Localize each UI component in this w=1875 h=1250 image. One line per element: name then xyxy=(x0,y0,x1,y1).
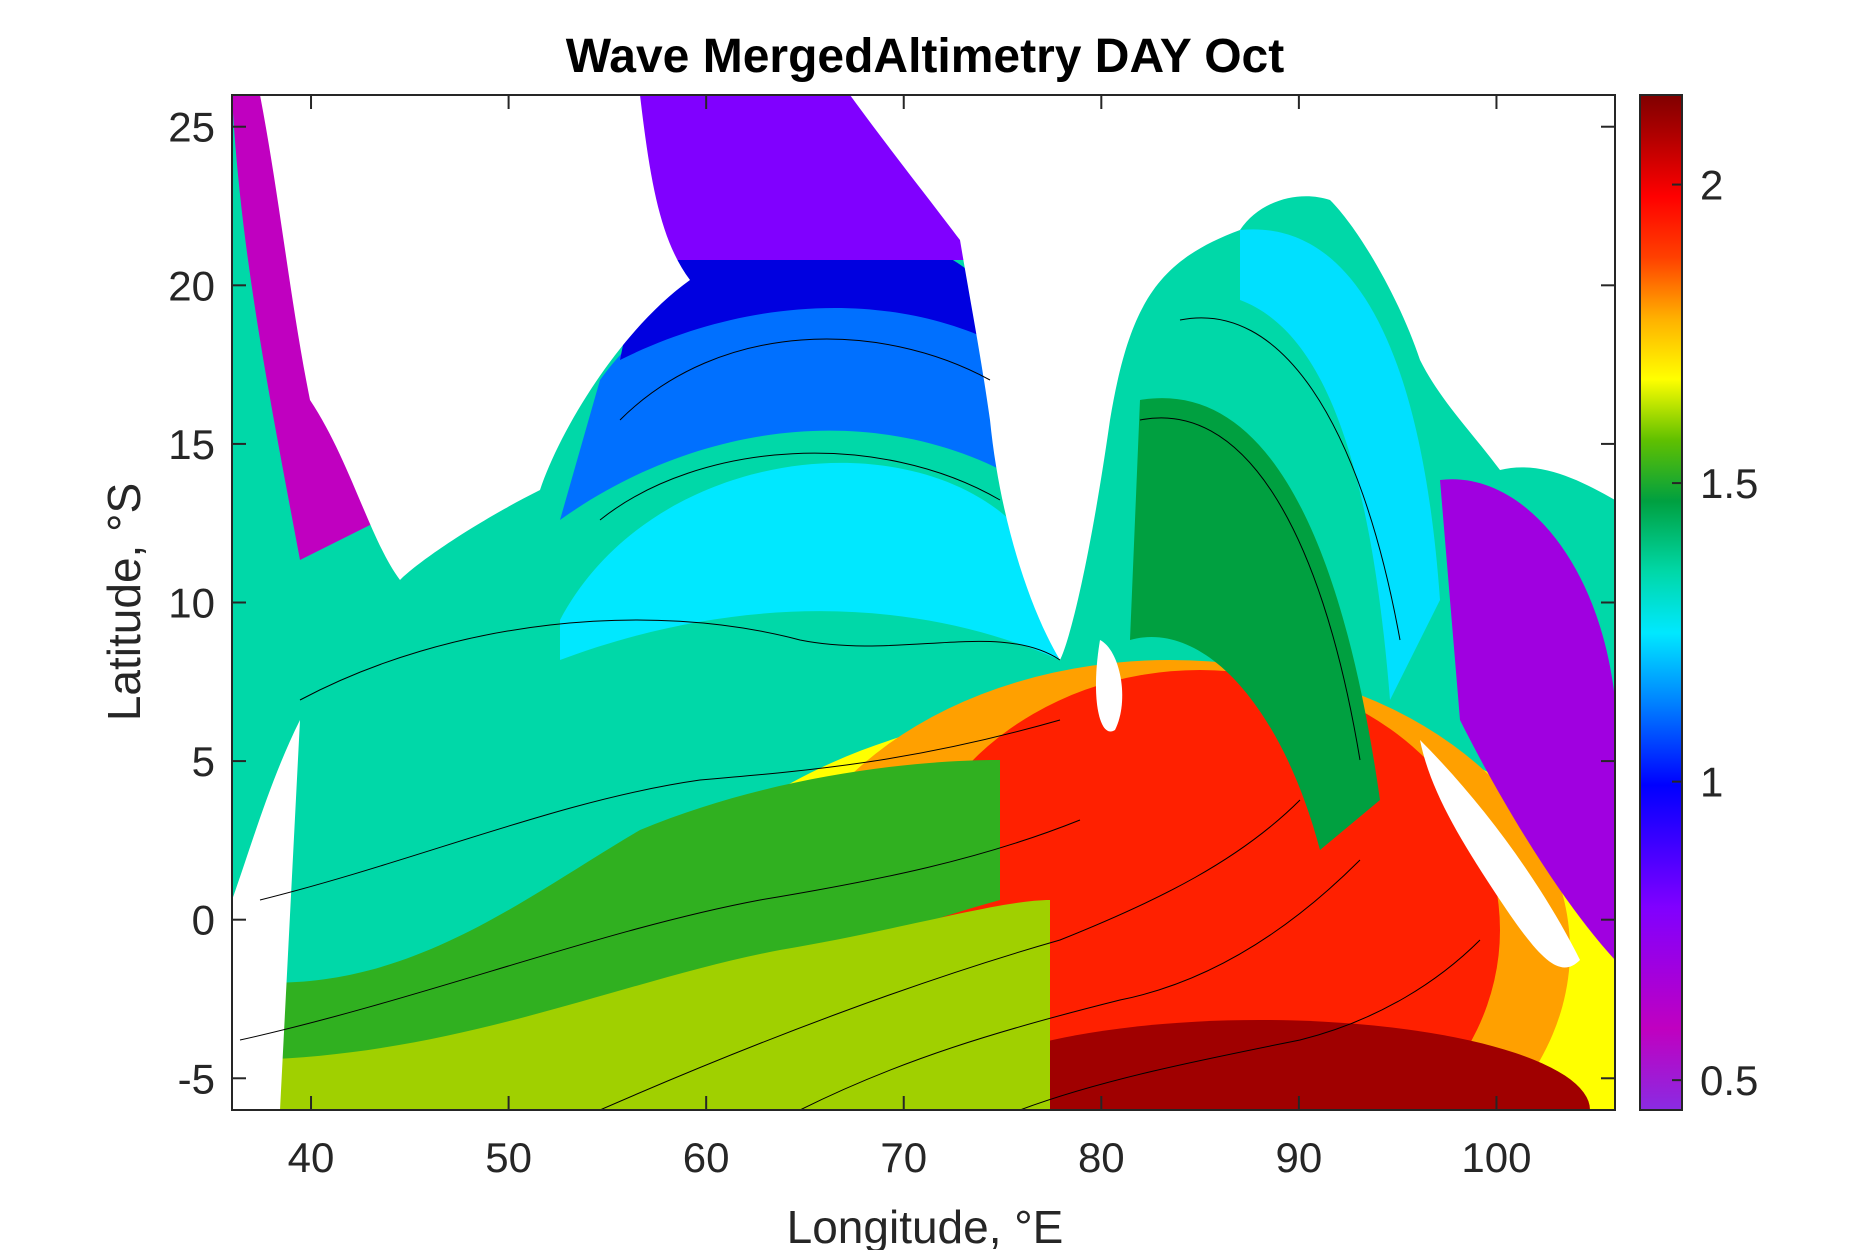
land-srilanka xyxy=(1095,640,1123,732)
contour-band-arabia-coast xyxy=(640,95,980,260)
y-tick-label: 10 xyxy=(168,580,215,627)
colorbar-tick-label: 1.5 xyxy=(1700,460,1758,507)
colorbar-tick-label: 0.5 xyxy=(1700,1057,1758,1104)
y-tick-label: 5 xyxy=(192,738,215,785)
contour-band-bob-cyan xyxy=(1240,229,1440,700)
land-africa xyxy=(232,720,300,1110)
colorbar: 0.5 1 1.5 2 xyxy=(1639,94,1758,1111)
contour-band-bob-green xyxy=(1130,398,1380,850)
land-myanmar xyxy=(1240,95,1615,500)
contour-band-darkred xyxy=(930,1020,1590,1110)
colorbar-tick-label: 2 xyxy=(1700,162,1723,209)
land-india xyxy=(850,95,1240,660)
chart-title: Wave MergedAltimetry DAY Oct xyxy=(566,30,1284,83)
y-tick-label: 25 xyxy=(168,104,215,151)
x-tick-label: 90 xyxy=(1276,1134,1323,1181)
y-tick-label: 0 xyxy=(192,897,215,944)
x-tick-label: 100 xyxy=(1461,1134,1531,1181)
y-tick-label: 20 xyxy=(168,262,215,309)
x-tick-label: 70 xyxy=(880,1134,927,1181)
y-tick-label: 15 xyxy=(168,421,215,468)
x-tick-label: 60 xyxy=(683,1134,730,1181)
x-tick-label: 50 xyxy=(485,1134,532,1181)
x-tick-label: 40 xyxy=(288,1134,335,1181)
contour-band-andaman xyxy=(1440,479,1615,960)
colorbar-tick-label: 1 xyxy=(1700,759,1723,806)
colorbar-gradient xyxy=(1639,94,1683,1111)
contour-band-arabian-cyan xyxy=(560,462,1060,660)
land-arabia xyxy=(232,95,690,580)
contour-lines xyxy=(239,317,1481,1110)
plot-area xyxy=(232,95,1615,1110)
colorbar-ticks: 0.5 1 1.5 2 xyxy=(1672,162,1758,1104)
x-tick-label: 80 xyxy=(1078,1134,1125,1181)
contour-band-lightgreen xyxy=(232,900,1050,1110)
y-axis: -5 0 5 10 15 20 25 xyxy=(168,104,1615,1102)
x-axis: 40 50 60 70 80 90 100 xyxy=(288,95,1531,1181)
y-tick-label: -5 xyxy=(178,1055,215,1102)
land-sumatra xyxy=(1420,740,1580,968)
contour-field xyxy=(232,95,1615,1110)
y-axis-label: Latitude, °S xyxy=(98,483,150,721)
x-axis-label: Longitude, °E xyxy=(787,1201,1064,1250)
